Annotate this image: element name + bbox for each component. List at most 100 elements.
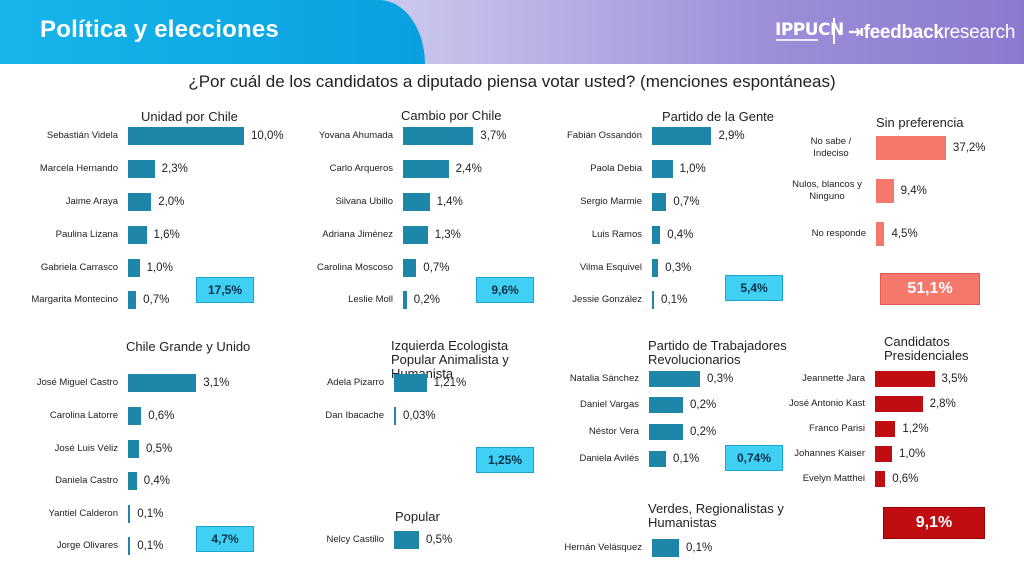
data-label: 2,9% <box>718 130 745 142</box>
logo-separator <box>833 18 835 44</box>
data-label: 3,5% <box>941 373 968 385</box>
bar-cambio <box>403 259 417 277</box>
data-label: 0,2% <box>690 426 717 438</box>
bar-trabajadores <box>649 424 683 440</box>
bar-grande <box>128 537 131 555</box>
bar-trabajadores <box>649 451 666 467</box>
category-label: Jeannette Jara <box>802 373 865 384</box>
bar-presidenciales <box>875 371 935 387</box>
data-label: 1,4% <box>436 196 463 208</box>
category-label: Jessie González <box>572 294 642 305</box>
data-label: 0,1% <box>661 294 688 306</box>
bar-izquierda <box>394 374 427 392</box>
bar-gente <box>652 193 667 211</box>
data-label: 1,0% <box>899 448 926 460</box>
bar-gente <box>652 259 659 277</box>
category-label: Johannes Kaiser <box>794 448 865 459</box>
category-label: Sergio Marmie <box>580 196 642 207</box>
chart-title-trabajadores: Partido de Trabajadores Revolucionarios <box>648 338 787 367</box>
bar-grande <box>128 374 197 392</box>
category-label: Paulina Lizana <box>55 229 118 240</box>
data-label: 2,3% <box>161 163 188 175</box>
category-label: Carolina Latorre <box>49 410 118 421</box>
category-label: Leslie Moll <box>348 294 393 305</box>
data-label: 1,3% <box>434 229 461 241</box>
bar-unidad <box>128 127 244 145</box>
data-label: 2,0% <box>158 196 185 208</box>
bar-popular <box>394 531 419 549</box>
data-label: 2,4% <box>455 163 482 175</box>
category-label: Yovana Ahumada <box>318 130 393 141</box>
category-label: Hernán Velásquez <box>564 542 642 553</box>
data-label: 0,7% <box>423 262 450 274</box>
bar-unidad <box>128 193 152 211</box>
bar-gente <box>652 226 661 244</box>
ippucn-logo-underline <box>776 39 818 41</box>
data-label: 0,2% <box>413 294 441 306</box>
total-badge-presidenciales: 9,1% <box>883 507 985 539</box>
data-label: 0,1% <box>137 540 164 552</box>
bar-sinpref <box>876 222 885 246</box>
chart-title-grande: Chile Grande y Unido <box>126 339 251 354</box>
chart-title-presidenciales: Candidatos Presidenciales <box>884 334 969 363</box>
logo-feedback-rest: research <box>943 22 1016 43</box>
data-label: 0,1% <box>686 542 713 554</box>
bar-presidenciales <box>875 421 896 437</box>
data-label: 0,5% <box>426 534 453 546</box>
data-label: 1,6% <box>153 229 180 241</box>
data-label: 4,5% <box>891 228 918 240</box>
bar-cambio <box>403 291 407 309</box>
chart-title-sinpref: Sin preferencia <box>876 115 964 130</box>
category-label: Luis Ramos <box>591 229 642 240</box>
category-label: Daniel Vargas <box>580 399 639 410</box>
bar-grande <box>128 440 139 458</box>
category-label: José Miguel Castro <box>36 377 118 388</box>
logo-feedback-bold: feedback <box>863 22 944 43</box>
category-label: No responde <box>811 228 866 239</box>
bar-gente <box>652 291 655 309</box>
bar-cambio <box>403 193 430 211</box>
bar-presidenciales <box>875 396 923 412</box>
total-badge-cambio: 9,6% <box>476 277 534 303</box>
feedback-arrow-icon: ⇥ <box>848 22 864 43</box>
category-label: Adriana Jiménez <box>322 229 393 240</box>
bar-presidenciales <box>875 471 886 487</box>
bar-unidad <box>128 291 137 309</box>
total-badge-sinpref: 51,1% <box>880 273 980 305</box>
bar-unidad <box>128 226 147 244</box>
category-label: Fabián Ossandón <box>567 130 642 141</box>
bar-grande <box>128 505 131 523</box>
bar-cambio <box>403 226 428 244</box>
ippucn-logo: IPPUCN <box>775 20 844 40</box>
category-label: Sebastián Videla <box>46 130 118 141</box>
bar-izquierda <box>394 407 396 425</box>
category-label: Gabriela Carrasco <box>40 262 118 273</box>
data-label: 2,8% <box>929 398 956 410</box>
data-label: 0,1% <box>673 453 700 465</box>
chart-title-unidad: Unidad por Chile <box>141 109 238 124</box>
header-bar: Política y elecciones IPPUCN ⇥feedbackre… <box>0 0 1024 64</box>
category-label: Daniela Avilés <box>579 453 639 464</box>
data-label: 0,1% <box>137 508 164 520</box>
bar-grande <box>128 407 142 425</box>
chart-title-cambio: Cambio por Chile <box>401 108 502 123</box>
bar-unidad <box>128 160 155 178</box>
category-label: Néstor Vera <box>588 426 639 437</box>
chart-title-popular: Popular <box>395 509 440 524</box>
bar-cambio <box>403 127 474 145</box>
bar-grande <box>128 472 137 490</box>
bar-trabajadores <box>649 397 683 413</box>
page-title: Política y elecciones <box>40 16 279 43</box>
bar-trabajadores <box>649 371 700 387</box>
category-label: Nulos, blancos y Ninguno <box>792 179 862 202</box>
category-label: Carlo Arqueros <box>329 163 393 174</box>
bar-sinpref <box>876 179 894 203</box>
bar-presidenciales <box>875 446 892 462</box>
category-label: Jaime Araya <box>65 196 118 207</box>
bar-sinpref <box>876 136 946 160</box>
data-label: 3,1% <box>203 377 230 389</box>
bar-gente <box>652 127 712 145</box>
data-label: 10,0% <box>251 130 284 142</box>
category-label: No sabe / Indeciso <box>810 136 852 159</box>
header-title-tab: Política y elecciones <box>0 0 425 64</box>
